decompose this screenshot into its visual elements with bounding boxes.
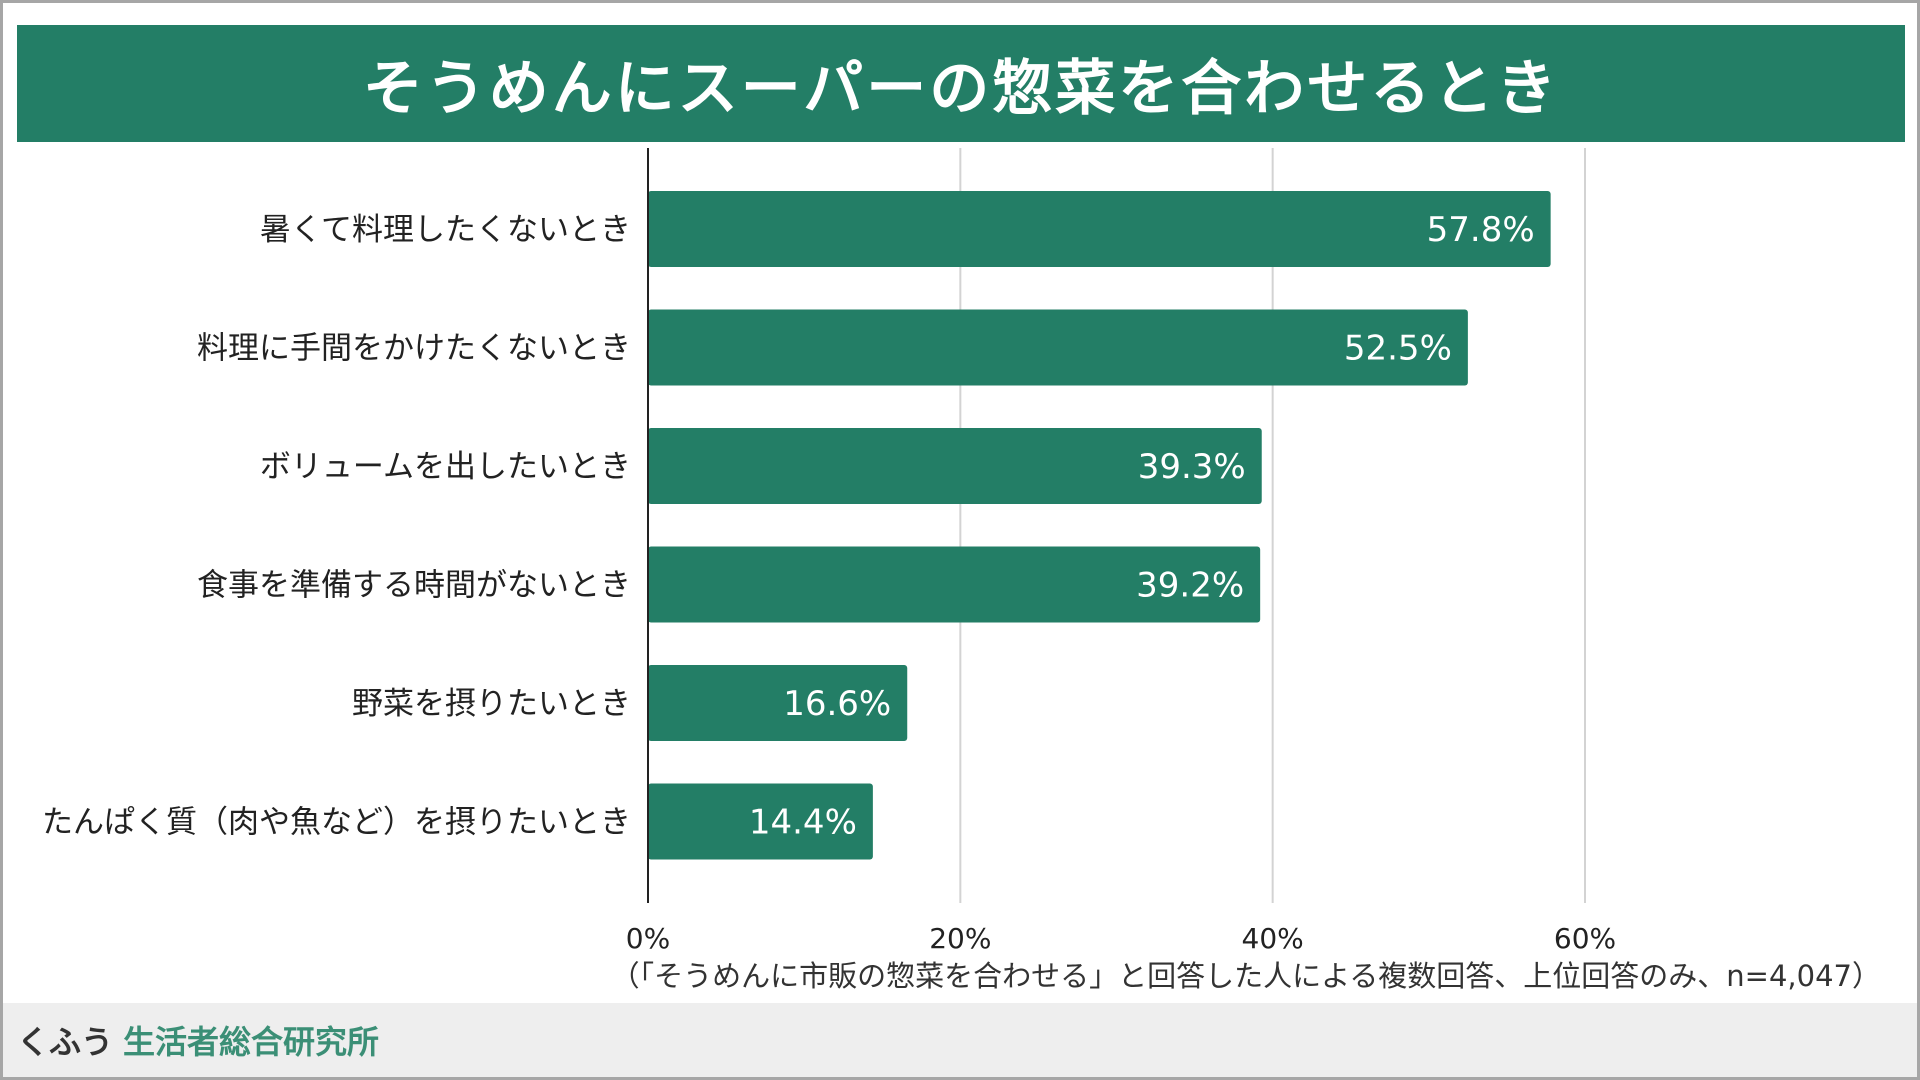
bar [648, 309, 1468, 386]
category-label: 暑くて料理したくないとき [260, 212, 631, 248]
category-label: たんぱく質（肉や魚など）を摂りたいとき [42, 805, 631, 841]
bar-value-label: 16.6% [783, 684, 891, 724]
bar [648, 783, 873, 860]
bar-chart: 0% 20% 40% 60% 57.8% 暑くて料理したくないとき 52.5% 料理に手間をか… [42, 148, 1616, 955]
bar [648, 428, 1262, 504]
category-label: 食事を準備する時間がないとき [197, 568, 631, 604]
bar-value-label: 39.2% [1136, 566, 1244, 606]
bar-value-label: 39.3% [1138, 447, 1246, 487]
x-tick-label: 20% [929, 922, 991, 955]
x-tick-label: 0% [626, 922, 670, 955]
title-bar: そうめんにスーパーの惣菜を合わせるとき [17, 25, 1905, 142]
bar [648, 665, 908, 741]
bar-value-label: 14.4% [749, 803, 857, 843]
survey-note: （「そうめんに市販の惣菜を合わせる」と回答した人による複数回答、上位回答のみ、n… [610, 959, 1881, 993]
chart-title: そうめんにスーパーの惣菜を合わせるとき [362, 54, 1560, 124]
bar [648, 546, 1261, 623]
bar [648, 191, 1551, 267]
category-label: ボリュームを出したいとき [260, 449, 631, 485]
category-label: 野菜を摂りたいとき [352, 686, 631, 722]
bar-value-label: 57.8% [1427, 210, 1535, 250]
brand-name: 生活者総合研究所 [123, 1023, 380, 1061]
x-tick-label: 40% [1242, 922, 1304, 955]
category-label: 料理に手間をかけたくないとき [197, 331, 631, 367]
x-tick-label: 60% [1554, 922, 1616, 955]
footer: くふう 生活者総合研究所 [3, 1003, 1917, 1077]
brand-prefix: くふう [17, 1023, 114, 1061]
bar-value-label: 52.5% [1344, 329, 1452, 369]
